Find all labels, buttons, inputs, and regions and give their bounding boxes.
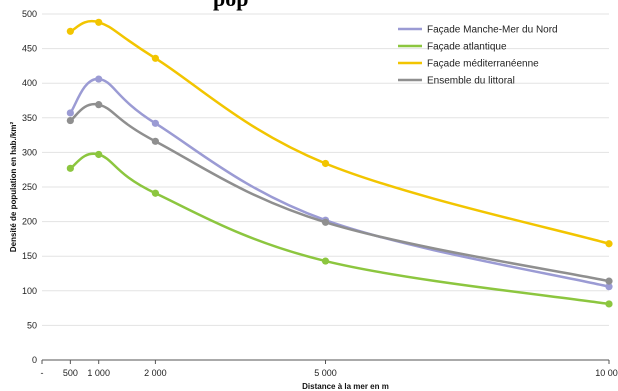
series-0-point-0 (66, 109, 74, 117)
series-3-point-4 (605, 277, 613, 285)
series-2-point-3 (321, 159, 330, 168)
series-1-point-2 (151, 189, 159, 197)
series-1-point-1 (95, 150, 103, 159)
legend-label-1: Façade atlantique (427, 42, 507, 53)
series-line-1 (69, 152, 610, 306)
series-3-point-2 (151, 137, 159, 145)
axes: 0 50 100 150 200 250 300 350 400 450 500 - 500 1 000 2… (22, 9, 618, 378)
series-3-point-3 (321, 218, 330, 226)
y-tick-label-3: 150 (22, 251, 37, 261)
y-tick-label-4: 200 (22, 217, 37, 227)
chart-title: pop (213, 0, 248, 11)
y-tick-label-1: 50 (27, 320, 37, 330)
y-tick-label-5: 250 (22, 182, 37, 192)
series-1-point-3 (321, 257, 330, 265)
x-tick-label-3: 2 000 (144, 368, 167, 378)
series-1-point-0 (66, 164, 74, 172)
series-3-point-0 (66, 116, 74, 125)
series-line-0 (69, 77, 610, 288)
legend-label-0: Façade Manche-Mer du Nord (427, 25, 558, 36)
series-line-2 (69, 19, 610, 245)
y-tick-label-6: 300 (22, 147, 37, 157)
x-tick-label-0: - (41, 368, 44, 378)
series-0-point-2 (151, 119, 159, 127)
legend: Façade Manche-Mer du Nord Façade atlantiq… (398, 25, 558, 87)
y-tick-label-9: 450 (22, 44, 37, 54)
x-tick-label-5: 10 000 (595, 368, 618, 378)
series-2-point-0 (66, 27, 74, 35)
series-1-point-4 (605, 300, 613, 308)
series-group (66, 18, 613, 308)
legend-label-3: Ensemble du littoral (427, 76, 515, 87)
legend-label-2: Façade méditerranéenne (427, 59, 539, 70)
series-2-point-4 (605, 240, 613, 248)
y-tick-label-8: 400 (22, 78, 37, 88)
y-tick-label-7: 350 (22, 113, 37, 123)
series-line-3 (69, 102, 610, 283)
grid (42, 13, 609, 326)
y-tick-label-2: 100 (22, 286, 37, 296)
x-tick-label-1: 500 (63, 368, 78, 378)
series-3-point-1 (95, 101, 103, 109)
x-tick-label-2: 1 000 (87, 368, 110, 378)
y-axis-title: Densité de population en hab./km² (9, 122, 18, 253)
y-tick-label-0: 0 (32, 355, 37, 365)
x-axis-title: Distance à la mer en m (302, 382, 389, 391)
series-0-point-1 (95, 75, 103, 83)
x-tick-label-4: 5 000 (314, 368, 337, 378)
series-2-point-2 (151, 54, 159, 62)
series-2-point-1 (95, 18, 103, 26)
series-0-point-4 (605, 283, 613, 291)
y-tick-label-10: 500 (22, 9, 37, 19)
